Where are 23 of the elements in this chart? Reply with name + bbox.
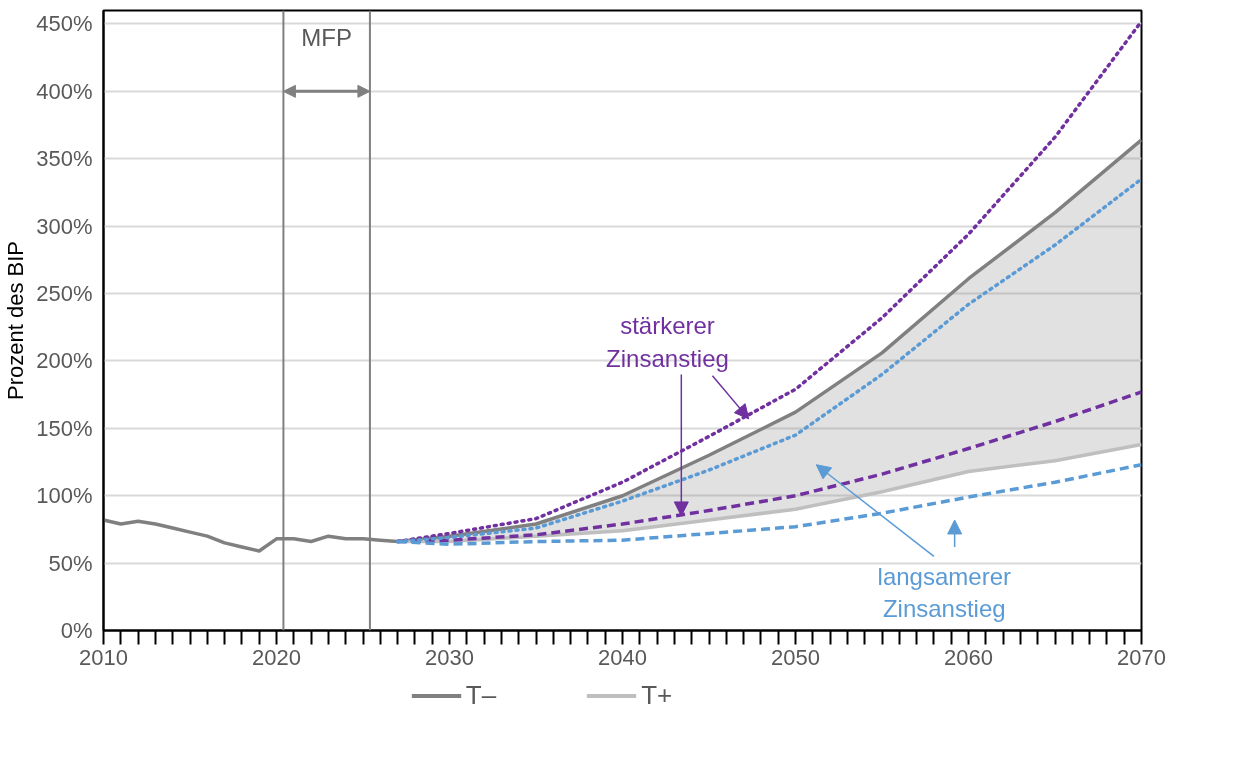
y-tick-label: 200%: [36, 348, 93, 374]
x-tick-label: 2050: [771, 644, 820, 670]
annotation: MFP: [301, 23, 353, 51]
x-tick-label: 2040: [598, 644, 647, 670]
y-tick-label: 250%: [36, 281, 93, 307]
y-tick-label: 150%: [36, 415, 93, 441]
y-tick-label: 100%: [36, 483, 93, 509]
x-tick-label: 2010: [79, 644, 128, 670]
annotation: langsamerer Zinsanstieg: [877, 563, 1011, 623]
x-tick-label: 2060: [944, 644, 993, 670]
y-tick-label: 400%: [36, 78, 93, 104]
y-tick-label: 0%: [60, 618, 93, 643]
legend-label: T–: [465, 679, 497, 711]
x-tick-label: 2070: [1117, 644, 1166, 670]
y-axis-title: Prozent des BIP: [3, 241, 29, 400]
annotation: stärkerer Zinsanstieg: [606, 312, 729, 372]
y-tick-label: 300%: [36, 213, 93, 239]
x-tick-label: 2030: [425, 644, 474, 670]
legend-label: T+: [641, 679, 673, 711]
y-tick-label: 450%: [36, 11, 93, 37]
x-tick-label: 2020: [252, 644, 301, 670]
y-tick-label: 350%: [36, 146, 93, 172]
y-tick-label: 50%: [48, 550, 93, 576]
